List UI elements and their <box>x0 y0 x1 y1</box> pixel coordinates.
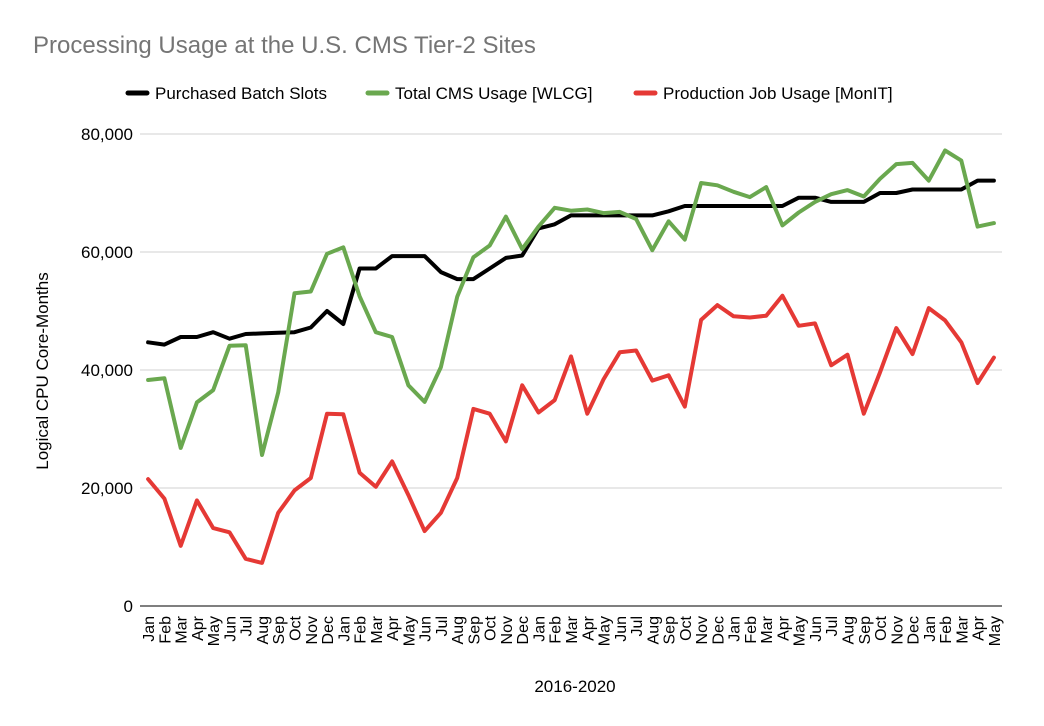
x-tick-label: Jun <box>418 616 435 642</box>
x-tick-label: Dec <box>710 616 727 644</box>
x-tick-label: Feb <box>548 616 565 644</box>
x-tick-label: Jul <box>434 616 451 636</box>
x-tick-label: Sep <box>662 616 679 645</box>
x-tick-label: May <box>206 616 223 646</box>
y-tick-label: 40,000 <box>81 361 133 380</box>
x-tick-label: May <box>792 616 809 646</box>
x-tick-label: Aug <box>255 616 272 644</box>
y-tick-label: 80,000 <box>81 125 133 144</box>
x-tick-label: Nov <box>304 616 321 644</box>
x-tick-label: Mar <box>174 615 191 643</box>
x-tick-label: Oct <box>483 615 500 640</box>
x-tick-label: Jan <box>336 616 353 642</box>
x-tick-label: Aug <box>840 616 857 644</box>
x-tick-label: Jan <box>141 616 158 642</box>
x-tick-label: Aug <box>450 616 467 644</box>
x-tick-label: Jan <box>922 616 939 642</box>
x-tick-label: Mar <box>954 615 971 643</box>
x-tick-label: Nov <box>694 616 711 644</box>
x-tick-label: Feb <box>743 616 760 644</box>
x-tick-label: Dec <box>515 616 532 644</box>
x-tick-label: May <box>401 616 418 646</box>
x-axis-label: 2016-2020 <box>534 677 615 696</box>
x-tick-label: Oct <box>288 615 305 640</box>
x-tick-label: Jul <box>824 616 841 636</box>
y-axis-label: Logical CPU Core-Months <box>33 272 52 469</box>
legend: Purchased Batch Slots Total CMS Usage [WL… <box>125 84 893 103</box>
legend-label-purchased-batch-slots: Purchased Batch Slots <box>155 84 327 103</box>
x-tick-label: Sep <box>271 616 288 645</box>
y-tick-label: 60,000 <box>81 243 133 262</box>
x-tick-label: Nov <box>499 616 516 644</box>
x-tick-label: Dec <box>320 616 337 644</box>
legend-label-production-job-usage-monit: Production Job Usage [MonIT] <box>663 84 893 103</box>
x-tick-label: Oct <box>873 615 890 640</box>
gridlines <box>140 133 1002 607</box>
x-tick-label: Mar <box>564 615 581 643</box>
x-tick-label: Feb <box>353 616 370 644</box>
x-tick-label: Jun <box>222 616 239 642</box>
y-axis-ticks: 0 20,000 40,000 60,000 80,000 <box>81 125 133 616</box>
y-tick-label: 0 <box>124 597 133 616</box>
x-tick-label: Mar <box>369 615 386 643</box>
x-tick-label: Dec <box>906 616 923 644</box>
x-tick-label: Oct <box>678 615 695 640</box>
x-tick-label: Jul <box>629 616 646 636</box>
x-tick-label: Sep <box>466 616 483 645</box>
x-tick-label: Mar <box>759 615 776 643</box>
series-lines <box>146 148 996 565</box>
x-tick-label: Apr <box>971 615 988 641</box>
x-tick-label: Jan <box>727 616 744 642</box>
x-tick-label: Feb <box>938 616 955 644</box>
x-tick-label: Apr <box>775 615 792 641</box>
x-tick-label: Jun <box>613 616 630 642</box>
x-tick-label: May <box>987 616 1004 646</box>
series-line-production-job-usage-monit <box>146 293 996 565</box>
series-line-total-cms-usage-wlcg <box>146 148 996 457</box>
legend-label-total-cms-usage-wlcg: Total CMS Usage [WLCG] <box>395 84 592 103</box>
x-tick-label: Nov <box>889 616 906 644</box>
series-line-purchased-batch-slots <box>146 178 996 347</box>
x-tick-label: Apr <box>580 615 597 641</box>
x-axis-ticks: Jan Feb Mar Apr May Jun Jul Aug Sep Oct Nov Dec Jan F… <box>141 615 1004 646</box>
chart-title: Processing Usage at the U.S. CMS Tier-2 … <box>33 32 536 59</box>
x-tick-label: Jan <box>531 616 548 642</box>
x-tick-label: May <box>597 616 614 646</box>
x-tick-label: Jul <box>239 616 256 636</box>
x-tick-label: Aug <box>645 616 662 644</box>
x-tick-label: Jun <box>808 616 825 642</box>
x-tick-label: Sep <box>857 616 874 645</box>
x-tick-label: Feb <box>157 616 174 644</box>
y-tick-label: 20,000 <box>81 479 133 498</box>
x-tick-label: Apr <box>385 615 402 641</box>
x-tick-label: Apr <box>190 615 207 641</box>
